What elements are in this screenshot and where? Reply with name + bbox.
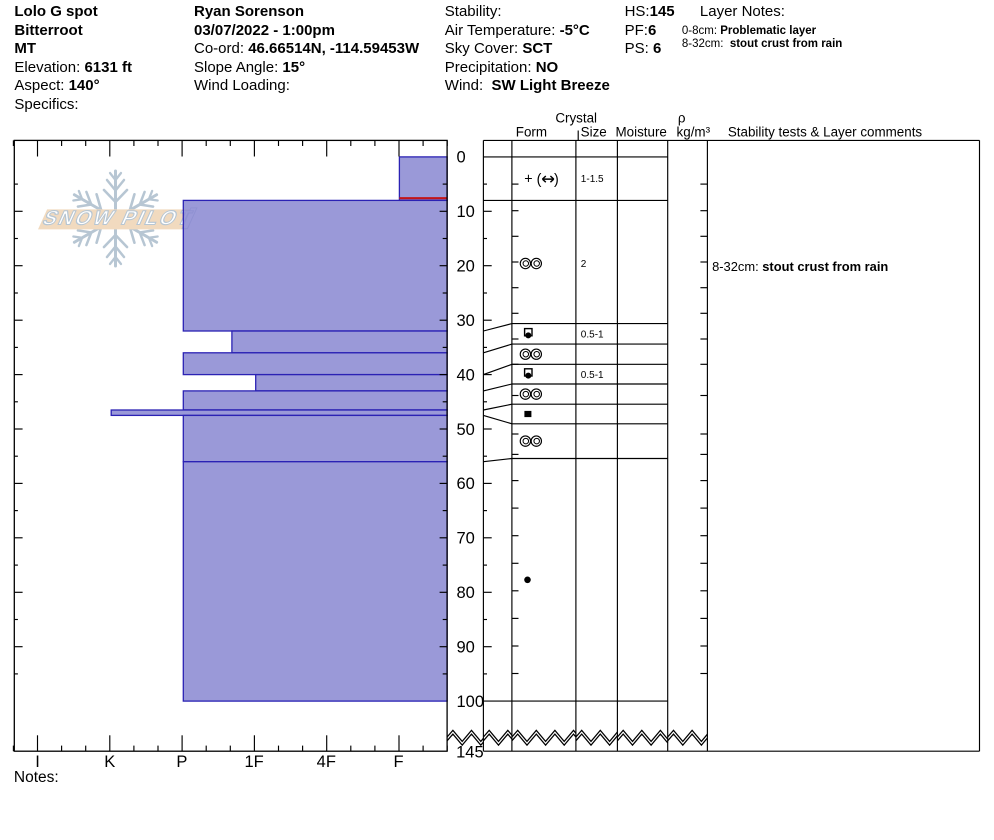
svg-text:ρ: ρ xyxy=(678,111,686,126)
svg-text:): ) xyxy=(554,172,559,188)
svg-text:70: 70 xyxy=(457,530,475,548)
svg-text:100: 100 xyxy=(457,693,485,711)
svg-text:145: 145 xyxy=(456,744,484,762)
svg-text:30: 30 xyxy=(457,312,475,330)
svg-text:40: 40 xyxy=(457,366,475,384)
svg-text:SNOW PILOT: SNOW PILOT xyxy=(39,207,197,229)
svg-text:Crystal: Crystal xyxy=(555,111,597,126)
svg-text:0.5-1: 0.5-1 xyxy=(581,330,604,341)
svg-text:(: ( xyxy=(537,172,542,188)
svg-text:10: 10 xyxy=(457,203,475,221)
svg-text:Form: Form xyxy=(516,125,547,140)
svg-text:Size: Size xyxy=(581,125,607,140)
svg-text:0.5-1: 0.5-1 xyxy=(581,370,604,381)
svg-text:kg/m³: kg/m³ xyxy=(677,125,711,140)
svg-text:60: 60 xyxy=(457,475,475,493)
svg-text:80: 80 xyxy=(457,584,475,602)
svg-text:Moisture: Moisture xyxy=(616,125,667,140)
svg-text:20: 20 xyxy=(457,258,475,276)
svg-text:2: 2 xyxy=(581,259,587,270)
svg-text:90: 90 xyxy=(457,639,475,657)
svg-text:50: 50 xyxy=(457,421,475,439)
svg-text:Stability tests & Layer commen: Stability tests & Layer comments xyxy=(728,125,923,140)
svg-text:1-1.5: 1-1.5 xyxy=(581,174,604,185)
svg-text:+: + xyxy=(524,172,532,188)
svg-text:I: I xyxy=(35,753,40,771)
svg-text:Notes:: Notes: xyxy=(14,769,59,786)
svg-text:F: F xyxy=(393,753,403,771)
svg-text:P: P xyxy=(176,753,187,771)
svg-text:1F: 1F xyxy=(244,753,263,771)
svg-text:4F: 4F xyxy=(317,753,336,771)
svg-text:K: K xyxy=(104,753,115,771)
svg-text:0: 0 xyxy=(457,149,466,167)
svg-text:8-32cm: stout crust from rain: 8-32cm: stout crust from rain xyxy=(712,259,888,274)
